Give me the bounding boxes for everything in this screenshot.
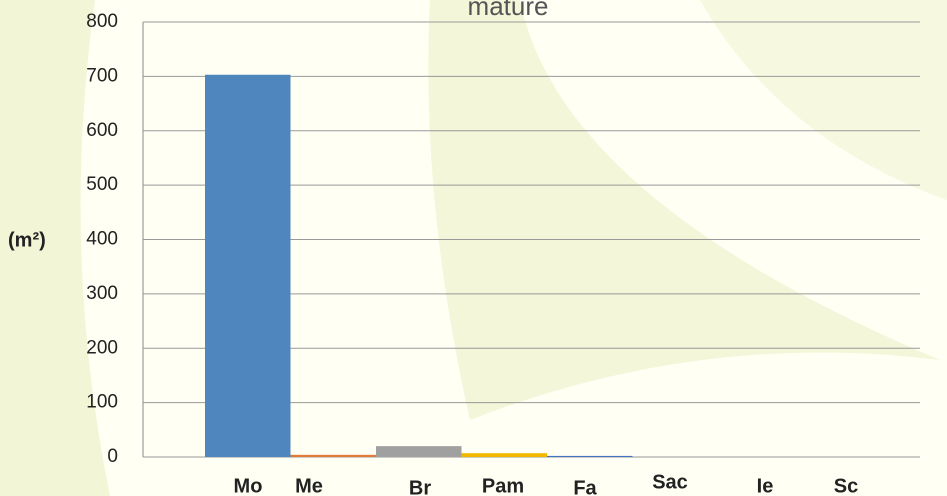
x-tick-label: Me <box>295 475 323 496</box>
y-tick-label: 800 <box>86 11 118 32</box>
bar <box>291 455 377 457</box>
bar <box>376 446 462 457</box>
bar <box>462 453 548 457</box>
y-tick-label: 500 <box>86 174 118 195</box>
x-tick-label: Sac <box>652 471 688 493</box>
x-tick-label: Pam <box>482 475 524 496</box>
y-tick-label: 300 <box>86 283 118 304</box>
background-decoration <box>0 0 947 496</box>
x-tick-label: Ie <box>757 475 774 496</box>
x-tick-label: Sc <box>834 475 858 496</box>
y-tick-label: 200 <box>86 337 118 358</box>
y-tick-label: 0 <box>107 446 118 467</box>
x-tick-label: Br <box>409 477 431 496</box>
x-tick-label: Mo <box>234 475 263 496</box>
chart-title: mature <box>468 0 549 21</box>
x-tick-label: Fa <box>573 477 597 496</box>
y-tick-label: 700 <box>86 65 118 86</box>
bar <box>547 456 633 457</box>
y-axis-label: (m²) <box>8 229 46 251</box>
y-tick-label: 600 <box>86 120 118 141</box>
bar <box>205 75 291 457</box>
chart: mature (m²) 0 100 200 300 400 500 600 700 800 Mo M… <box>0 0 947 496</box>
y-tick-label: 100 <box>86 392 118 413</box>
y-tick-label: 400 <box>86 229 118 250</box>
